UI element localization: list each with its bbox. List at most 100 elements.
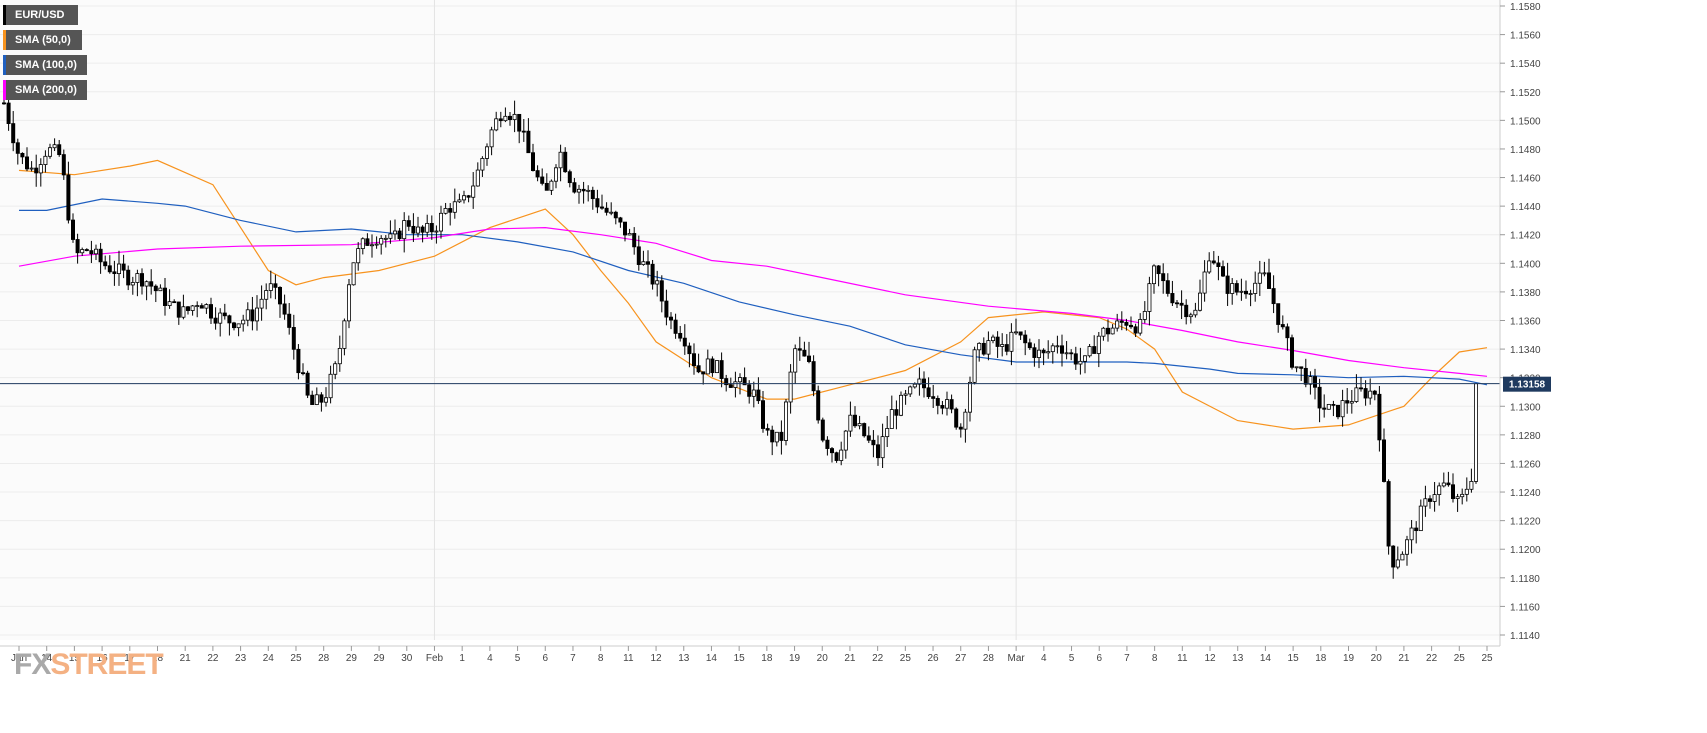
candle — [319, 392, 324, 412]
x-tick-label: 13 — [1232, 653, 1244, 664]
candle — [1119, 311, 1124, 331]
candle-body — [264, 290, 269, 300]
candle — [1138, 313, 1143, 336]
candle — [1230, 278, 1235, 305]
candle-body — [383, 237, 388, 240]
candle-body — [241, 319, 246, 325]
candle-body — [494, 118, 499, 131]
candle — [986, 331, 991, 361]
candle — [342, 318, 347, 356]
candle-body — [406, 220, 411, 227]
x-tick-label: 22 — [207, 653, 219, 664]
candle-body — [1092, 346, 1097, 354]
candle-body — [153, 285, 158, 292]
y-tick-label: 1.1260 — [1510, 459, 1541, 470]
candle-body — [917, 378, 922, 385]
candle-body — [669, 316, 674, 321]
legend-swatch-sma50 — [3, 30, 6, 50]
candle-body — [162, 287, 167, 306]
x-tick-label: 20 — [1371, 653, 1383, 664]
candle — [484, 143, 489, 166]
legend-item-sma50[interactable]: SMA (50,0) — [3, 30, 82, 50]
x-tick-label: 24 — [263, 653, 275, 664]
candle — [1244, 280, 1249, 299]
candle — [498, 111, 503, 128]
candle-body — [1124, 321, 1129, 326]
candle-body — [365, 238, 370, 246]
candle — [945, 391, 950, 416]
legend-item-sma100[interactable]: SMA (100,0) — [3, 55, 87, 75]
candle-body — [402, 220, 407, 240]
candle-body — [167, 301, 172, 306]
candle — [356, 242, 361, 271]
legend-label-sma100: SMA (100,0) — [15, 59, 77, 71]
candle-body — [388, 233, 393, 239]
y-tick-label: 1.1460 — [1510, 174, 1541, 185]
candle-body — [1428, 498, 1433, 502]
candle-body — [659, 280, 664, 302]
candle-body — [1009, 331, 1014, 352]
candle — [595, 189, 600, 214]
legend-item-eurusd[interactable]: EUR/USD — [3, 5, 78, 25]
candle — [871, 430, 876, 458]
y-tick-label: 1.1440 — [1510, 202, 1541, 213]
candle — [894, 400, 899, 430]
candle-body — [600, 206, 605, 209]
candle — [1326, 403, 1331, 410]
candle-body — [968, 381, 973, 413]
candle — [346, 279, 351, 329]
candle — [452, 188, 457, 219]
candle-body — [972, 349, 977, 383]
candle — [899, 391, 904, 417]
candle-body — [1037, 349, 1042, 358]
candle-body — [369, 244, 374, 247]
candle-body — [1368, 390, 1373, 399]
candle-body — [1175, 302, 1180, 305]
legend-swatch-sma100 — [3, 55, 6, 75]
candle — [1000, 333, 1005, 357]
candle — [1083, 355, 1088, 374]
candle — [963, 408, 968, 443]
candle-body — [144, 281, 149, 287]
candle-body — [84, 249, 89, 252]
candle-body — [199, 305, 204, 309]
candle — [323, 387, 328, 407]
candle-body — [397, 230, 402, 240]
candle-body — [986, 340, 991, 355]
candle — [1391, 545, 1396, 579]
candle — [1469, 468, 1474, 493]
candle — [1032, 343, 1037, 367]
x-tick-label: 11 — [1177, 653, 1188, 664]
candle — [1437, 482, 1442, 506]
candle — [1340, 389, 1345, 427]
x-tick-label: 14 — [41, 653, 53, 664]
candle-body — [843, 430, 848, 451]
candle-body — [1101, 327, 1106, 337]
x-tick-label: 6 — [1096, 653, 1102, 664]
y-tick-label: 1.1520 — [1510, 88, 1541, 99]
legend-item-sma200[interactable]: SMA (200,0) — [3, 80, 87, 100]
candle-body — [300, 372, 305, 375]
candle-body — [627, 233, 632, 236]
candle-body — [1372, 390, 1377, 395]
candle-body — [38, 164, 43, 174]
candle — [259, 285, 264, 321]
candle — [1253, 271, 1258, 302]
candle-body — [1032, 347, 1037, 358]
candle-body — [1184, 304, 1189, 318]
x-tick-label: 21 — [1398, 653, 1410, 664]
candle-body — [1202, 271, 1207, 294]
x-tick-label: 22 — [1426, 653, 1438, 664]
candle-body — [802, 349, 807, 357]
candle — [1451, 473, 1456, 503]
legend-swatch-sma200 — [3, 80, 6, 100]
candle-body — [558, 151, 563, 169]
candle — [144, 280, 149, 301]
candle-body — [1216, 262, 1221, 267]
candle-body — [231, 322, 236, 329]
x-tick-label: 8 — [1152, 653, 1158, 664]
sma100-line — [19, 198, 1488, 386]
candle — [231, 321, 236, 331]
candle — [1262, 261, 1267, 277]
y-tick-label: 1.1420 — [1510, 231, 1541, 242]
